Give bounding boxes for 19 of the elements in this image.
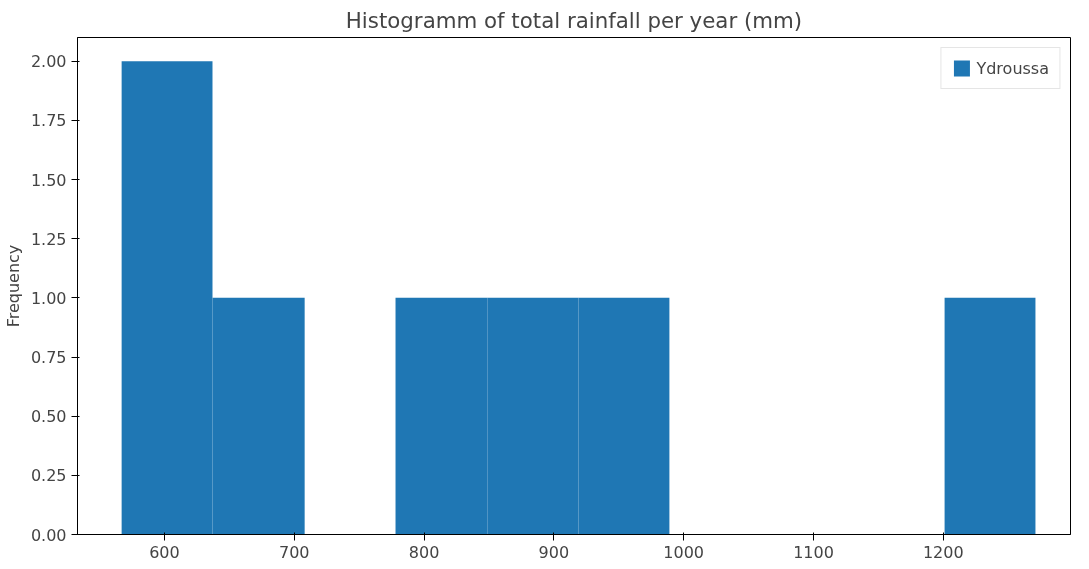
y-tick-label: 1.50 <box>30 170 67 190</box>
y-tick-label: 1.25 <box>30 229 67 249</box>
chart-title: Histogramm of total rainfall per year (mm) <box>345 7 803 33</box>
x-tick-label: 1100 <box>793 542 834 562</box>
y-tick-label: 1.00 <box>30 288 67 308</box>
x-tick-label: 1200 <box>922 542 964 562</box>
y-tick-label: 0.00 <box>30 525 67 545</box>
x-tick-label: 1000 <box>663 542 705 562</box>
x-tick-label: 600 <box>149 542 180 562</box>
y-tick-label: 0.75 <box>30 348 67 367</box>
y-tick-label: 2.00 <box>30 52 67 72</box>
y-axis-title: Frequency <box>3 244 23 328</box>
x-tick-label: 800 <box>408 542 440 562</box>
y-tick-label: 1.75 <box>30 111 67 131</box>
legend-label: Ydroussa <box>976 58 1049 78</box>
y-tick-label: 0.50 <box>30 407 67 427</box>
y-tick-label: 0.25 <box>30 466 67 486</box>
x-tick-label: 900 <box>538 542 570 562</box>
x-tick-label: 700 <box>279 542 310 562</box>
